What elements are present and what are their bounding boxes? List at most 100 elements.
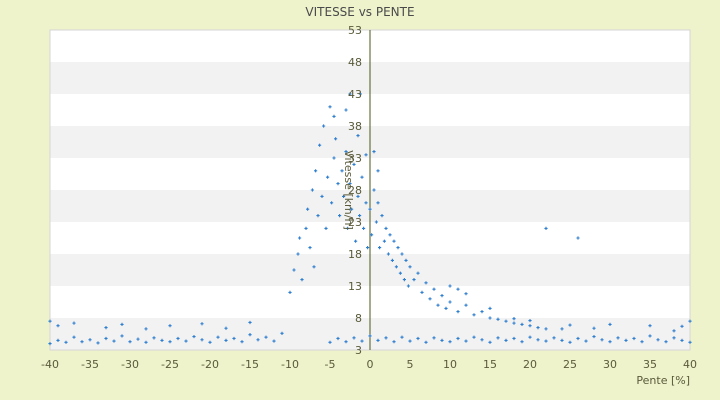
data-point: [544, 339, 548, 343]
data-point: [248, 320, 252, 325]
data-point: [544, 327, 548, 331]
data-point: [656, 338, 660, 342]
data-point: [664, 340, 668, 344]
data-point: [488, 306, 492, 310]
data-point: [104, 336, 108, 341]
data-point: [350, 207, 354, 211]
data-point: [216, 335, 220, 339]
x-tick-label: -5: [325, 358, 336, 371]
data-point: [428, 297, 432, 301]
data-point: [528, 324, 532, 328]
data-point: [432, 336, 436, 340]
data-point: [370, 233, 374, 237]
data-point: [306, 207, 310, 211]
data-point: [376, 201, 380, 205]
y-tick-label: 3: [355, 344, 362, 357]
data-point: [48, 319, 52, 323]
data-point: [680, 324, 684, 328]
data-point: [48, 342, 52, 346]
data-point: [168, 340, 172, 344]
data-point: [384, 226, 388, 230]
x-tick-label: 5: [407, 358, 414, 371]
data-point: [168, 324, 172, 328]
data-point: [264, 335, 268, 339]
data-point: [472, 313, 476, 317]
data-point: [316, 214, 320, 218]
x-tick-label: 40: [683, 358, 697, 371]
data-point: [528, 335, 532, 339]
data-point: [390, 258, 394, 262]
data-point: [386, 252, 390, 256]
data-point: [688, 340, 692, 344]
data-point: [432, 287, 436, 291]
data-point: [160, 338, 164, 342]
data-point: [372, 188, 376, 192]
data-point: [200, 338, 204, 342]
data-point: [248, 333, 252, 337]
data-point: [358, 92, 362, 96]
data-point: [488, 340, 492, 344]
data-point: [192, 334, 196, 339]
data-point: [416, 336, 420, 341]
data-point: [200, 322, 204, 326]
data-point: [392, 340, 396, 344]
data-point: [424, 281, 428, 285]
data-point: [112, 339, 116, 343]
data-point: [440, 294, 444, 298]
data-point: [300, 278, 304, 282]
data-point: [400, 335, 404, 339]
data-point: [120, 322, 124, 326]
data-point: [364, 201, 368, 205]
data-point: [464, 292, 468, 296]
data-point: [144, 340, 148, 344]
data-point: [680, 338, 684, 342]
chart-title: VITESSE vs PENTE: [305, 5, 414, 19]
data-point: [408, 265, 412, 269]
data-point: [480, 338, 484, 342]
data-point: [298, 236, 302, 240]
data-point: [568, 340, 572, 344]
data-point: [152, 336, 156, 340]
data-point: [512, 336, 516, 341]
data-point: [640, 340, 644, 344]
x-tick-label: 20: [523, 358, 537, 371]
data-point: [392, 239, 396, 243]
data-point: [80, 340, 84, 344]
x-tick-label: -15: [241, 358, 259, 371]
data-point: [472, 335, 476, 339]
data-point: [364, 153, 368, 157]
data-point: [380, 214, 384, 218]
data-point: [368, 334, 372, 338]
y-tick-label: 38: [348, 120, 362, 133]
data-point: [480, 310, 484, 314]
data-point: [512, 317, 516, 321]
data-point: [608, 340, 612, 344]
data-point: [342, 194, 346, 198]
data-point: [328, 340, 332, 344]
data-point: [464, 339, 468, 343]
data-point: [340, 169, 344, 173]
data-point: [388, 233, 392, 237]
data-point: [394, 265, 398, 269]
data-point: [362, 226, 366, 230]
x-tick-label: 15: [483, 358, 497, 371]
data-point: [334, 137, 338, 141]
data-point: [496, 317, 500, 321]
data-point: [356, 134, 360, 138]
data-point: [144, 327, 148, 331]
data-point: [536, 326, 540, 330]
data-point: [352, 162, 356, 166]
data-point: [368, 207, 372, 211]
x-tick-label: 10: [443, 358, 457, 371]
x-tick-label: 0: [367, 358, 374, 371]
data-point: [128, 340, 132, 344]
data-point: [360, 175, 364, 179]
data-point: [520, 340, 524, 344]
data-point: [376, 338, 380, 342]
data-point: [104, 326, 108, 330]
data-point: [232, 336, 236, 341]
data-point: [72, 321, 76, 325]
data-point: [88, 338, 92, 342]
y-tick-label: 13: [348, 280, 362, 293]
data-point: [576, 336, 580, 341]
